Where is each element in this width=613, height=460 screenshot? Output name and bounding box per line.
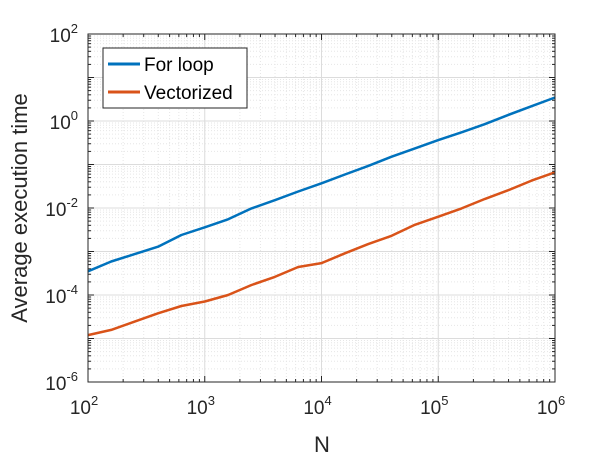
legend-label-for-loop: For loop <box>144 55 214 76</box>
x-tick-label: 103 <box>187 393 215 419</box>
legend-label-vectorized: Vectorized <box>144 83 233 104</box>
legend-box <box>102 47 248 109</box>
x-axis-label: N <box>314 432 330 457</box>
y-tick-label: 10-4 <box>45 282 78 308</box>
x-tick-label: 102 <box>70 393 98 419</box>
y-tick-label: 10-2 <box>45 195 78 221</box>
y-tick-label: 100 <box>50 108 78 134</box>
series-lines <box>87 96 556 337</box>
x-tick-label: 106 <box>537 393 565 419</box>
y-tick-label: 102 <box>50 21 78 47</box>
x-tick-label: 105 <box>420 393 448 419</box>
y-axis-label: Average execution time <box>7 93 32 323</box>
legend: For loop Vectorized <box>102 47 248 109</box>
x-tick-label: 104 <box>303 393 331 419</box>
ticks: 102 103 104 105 106 10-6 10-4 10-2 100 102 <box>45 21 565 419</box>
y-tick-label: 10-6 <box>45 369 78 395</box>
